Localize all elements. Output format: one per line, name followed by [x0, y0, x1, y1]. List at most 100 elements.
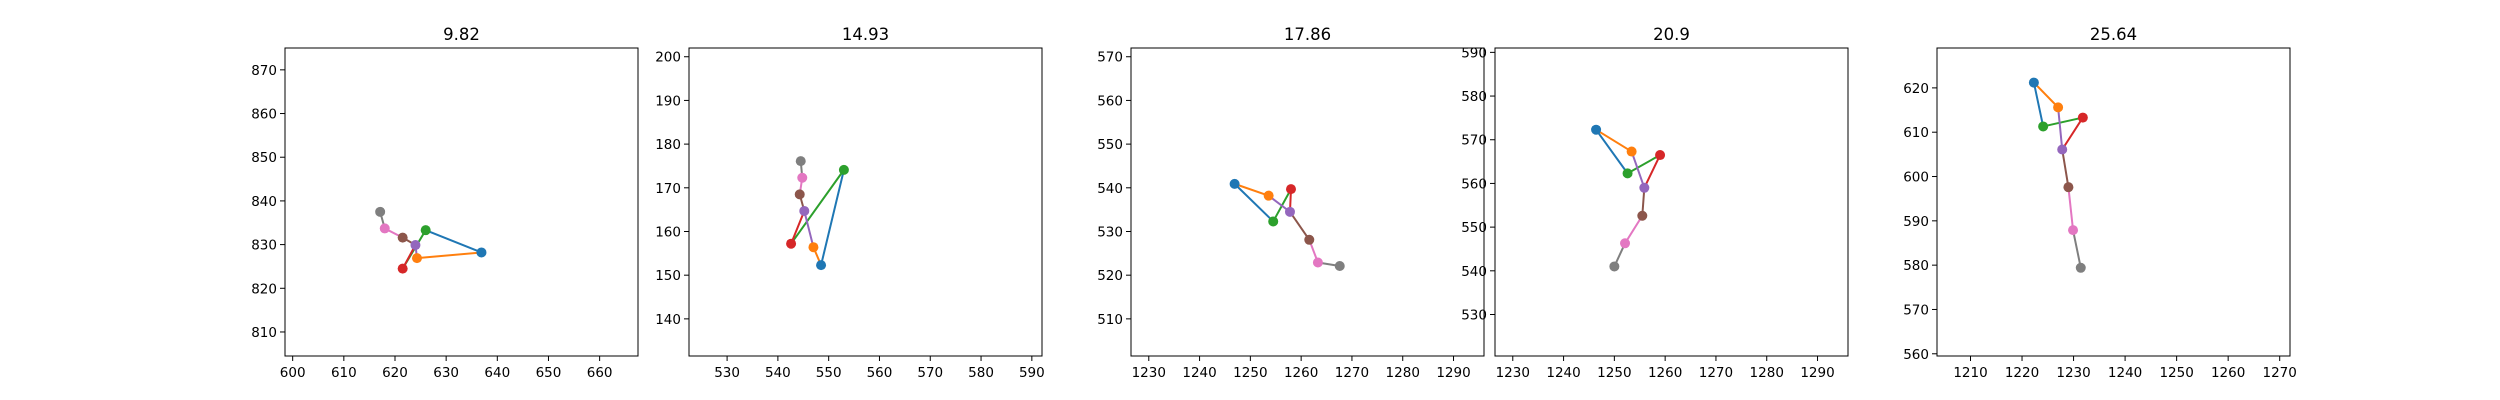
x-tick-label: 620: [382, 365, 408, 381]
subplot-title: 25.64: [2090, 25, 2137, 44]
skeleton-segment: [2061, 148, 2070, 189]
skeleton-segment: [1626, 154, 1662, 175]
skeleton-segment: [2072, 229, 2082, 269]
skeleton-segment: [2061, 116, 2084, 151]
keypoint-marker: [1263, 190, 1274, 201]
y-tick-label: 820: [251, 281, 277, 297]
keypoint-marker: [808, 242, 819, 253]
x-tick-label: 580: [968, 365, 994, 381]
x-tick-label: 1230: [1496, 365, 1530, 381]
x-tick-label: 1220: [2005, 365, 2039, 381]
y-tick-label: 860: [251, 107, 277, 123]
y-tick-label: 570: [1097, 50, 1123, 66]
keypoint-marker: [375, 206, 386, 217]
x-tick-label: 550: [816, 365, 842, 381]
x-tick-label: 540: [765, 365, 791, 381]
keypoint-marker: [1591, 124, 1602, 135]
x-tick-label: 1290: [1436, 365, 1470, 381]
subplot-title: 17.86: [1284, 25, 1331, 44]
keypoint-marker: [794, 189, 805, 200]
keypoint-marker: [838, 164, 849, 175]
keypoint-marker: [420, 225, 431, 236]
x-tick-label: 650: [536, 365, 562, 381]
x-tick-label: 1250: [1597, 365, 1631, 381]
skeleton-segment: [1595, 128, 1629, 175]
subplot-title: 9.82: [443, 25, 480, 44]
y-tick-label: 620: [1903, 81, 1929, 97]
skeleton-segment: [790, 168, 845, 245]
keypoint-marker: [397, 263, 408, 274]
y-tick-label: 560: [1461, 176, 1487, 192]
axes-frame: [688, 47, 1043, 357]
subplot-title: 14.93: [842, 25, 889, 44]
y-tick-label: 560: [1903, 347, 1929, 363]
subplot-4: 20.9 1230 1240 1250 1260 1270 1280 1290 530 540 55…: [1461, 25, 1849, 381]
keypoint-marker: [795, 156, 806, 167]
keypoint-marker: [2057, 144, 2068, 155]
y-tick-label: 570: [1903, 302, 1929, 318]
y-tick-label: 550: [1461, 220, 1487, 236]
x-tick-label: 1260: [1284, 365, 1318, 381]
subplot-title: 20.9: [1653, 25, 1690, 44]
x-tick-label: 530: [714, 365, 740, 381]
skeleton-segment: [1643, 154, 1662, 189]
keypoint-marker: [379, 223, 390, 234]
y-tick-label: 590: [1903, 214, 1929, 230]
keypoint-marker: [1285, 184, 1296, 195]
y-tick-label: 550: [1097, 137, 1123, 153]
y-tick-label: 560: [1097, 93, 1123, 109]
y-tick-label: 850: [251, 150, 277, 166]
keypoint-marker: [1609, 261, 1620, 272]
x-tick-label: 1240: [2108, 365, 2142, 381]
keypoint-marker: [476, 247, 487, 258]
keypoint-marker: [797, 172, 808, 183]
x-tick-label: 630: [433, 365, 459, 381]
keypoint-marker: [1639, 182, 1650, 193]
y-tick-label: 530: [1097, 224, 1123, 240]
skeleton-segment: [1595, 128, 1633, 153]
keypoint-marker: [411, 253, 422, 264]
y-tick-label: 610: [1903, 125, 1929, 141]
y-tick-label: 830: [251, 238, 277, 254]
y-tick-label: 180: [655, 137, 681, 153]
subplot-5: 25.64 1210 1220 1230 1240 1250 1260 1270 560 570 5…: [1903, 25, 2297, 381]
keypoint-marker: [1622, 168, 1633, 179]
keypoint-marker: [1655, 150, 1666, 161]
axes-frame: [1130, 47, 1485, 357]
skeleton-segment: [2032, 81, 2060, 109]
y-tick-label: 530: [1461, 307, 1487, 323]
keypoint-marker: [1312, 257, 1323, 268]
y-tick-label: 870: [251, 63, 277, 79]
skeleton-segment: [1288, 210, 1311, 241]
y-tick-label: 520: [1097, 268, 1123, 284]
keypoint-marker: [1268, 216, 1279, 227]
x-tick-label: 1250: [1233, 365, 1267, 381]
x-tick-label: 1210: [1953, 365, 1987, 381]
x-tick-label: 1270: [1699, 365, 1733, 381]
skeleton-segment: [1630, 150, 1646, 189]
y-tick-label: 590: [1461, 45, 1487, 61]
skeleton-segment: [415, 251, 483, 260]
keypoint-marker: [410, 240, 421, 251]
y-tick-label: 510: [1097, 312, 1123, 328]
keypoint-marker: [1284, 206, 1295, 217]
subplot-1: 9.82 600 610 620 630 640 650 660 810 820 830 840 850…: [251, 25, 639, 381]
keypoint-marker: [1334, 261, 1345, 272]
keypoint-marker: [2063, 182, 2074, 193]
skeleton-segment: [2032, 81, 2045, 128]
x-tick-label: 640: [484, 365, 510, 381]
skeleton-segment: [1233, 182, 1270, 197]
x-tick-label: 1280: [1386, 365, 1420, 381]
keypoint-marker: [2038, 121, 2049, 132]
x-tick-label: 600: [280, 365, 306, 381]
keypoint-marker: [397, 232, 408, 243]
x-tick-label: 1230: [1132, 365, 1166, 381]
keypoint-marker: [2068, 225, 2079, 236]
keypoint-marker: [786, 238, 797, 249]
x-tick-label: 560: [867, 365, 893, 381]
keypoint-marker: [1229, 178, 1240, 189]
subplot-3: 17.86 1230 1240 1250 1260 1270 1280 1290 510 520 5…: [1097, 25, 1485, 381]
y-tick-label: 570: [1461, 133, 1487, 149]
x-tick-label: 590: [1019, 365, 1045, 381]
skeleton-segment: [803, 209, 815, 249]
